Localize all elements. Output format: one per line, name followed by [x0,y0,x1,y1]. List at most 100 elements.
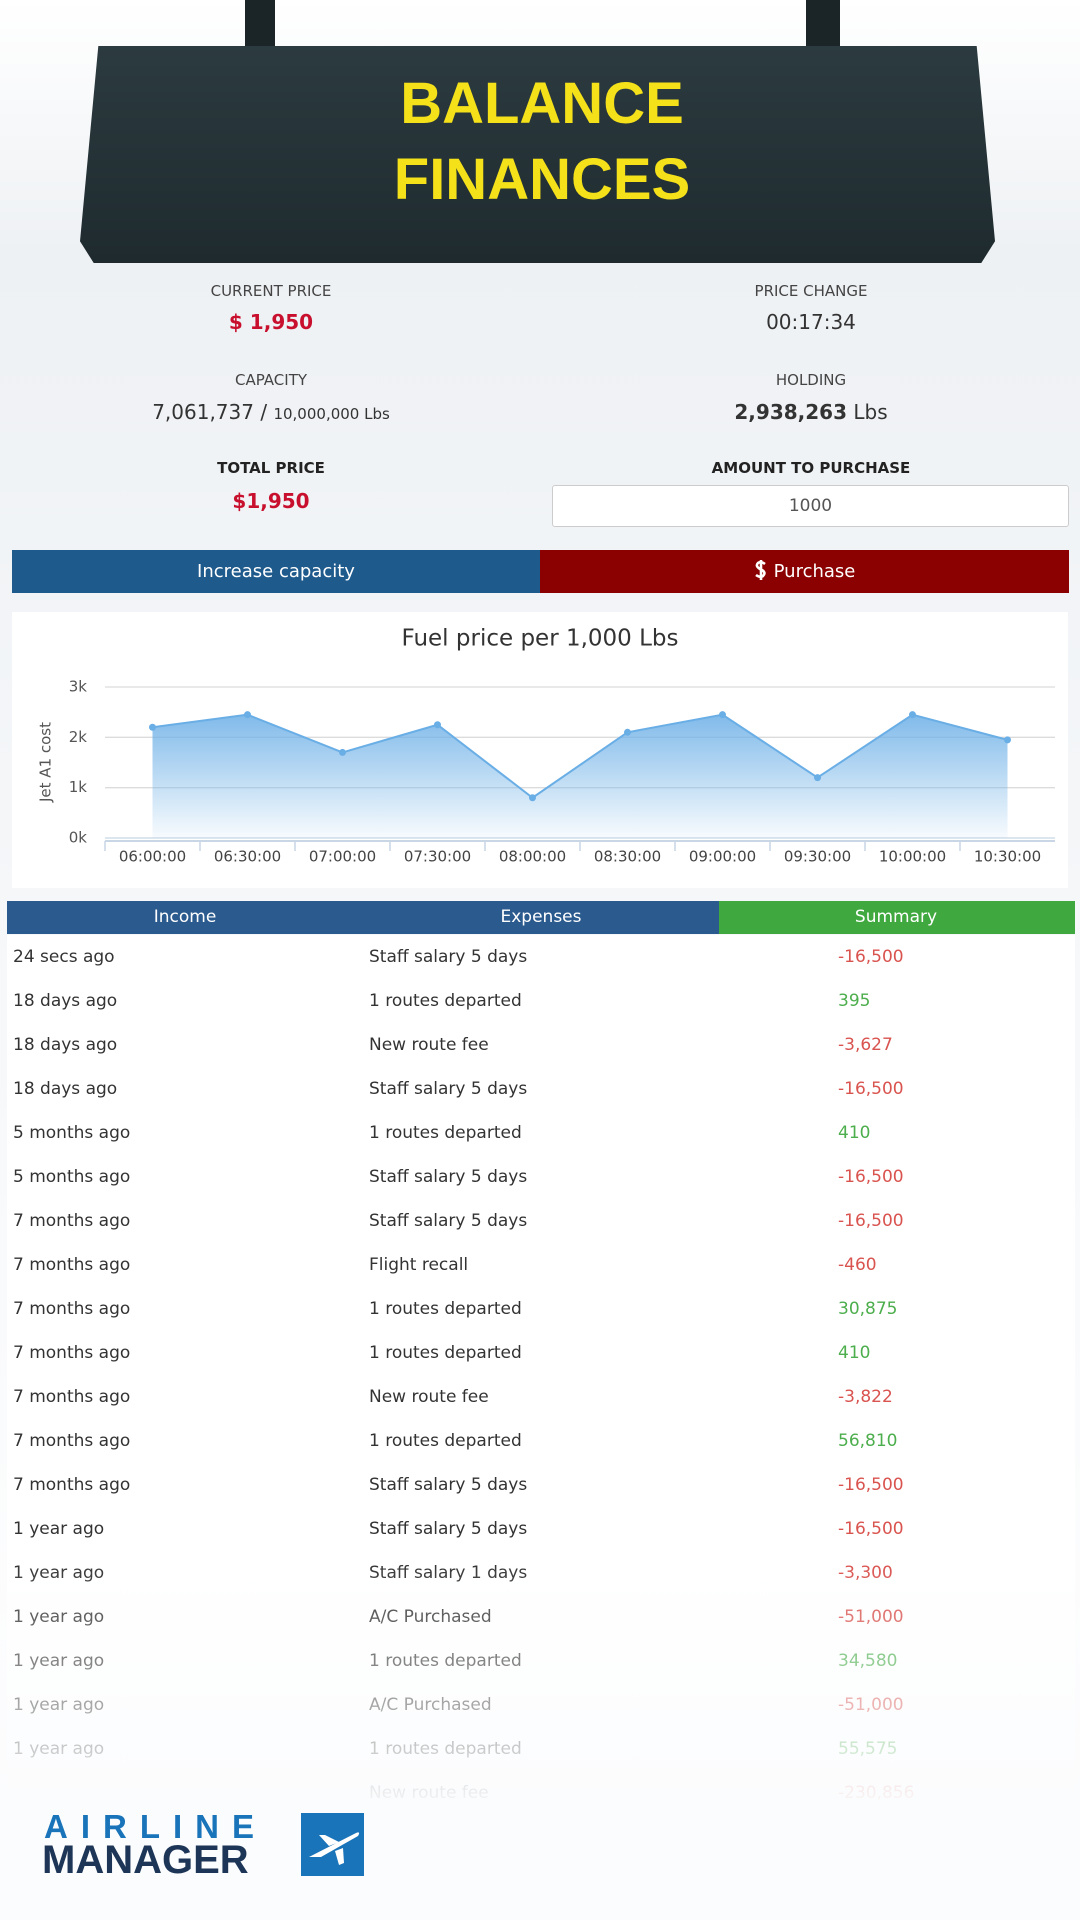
title-line: BALANCE [400,71,684,136]
date: 7 months ago [13,1387,131,1407]
label: CURRENT PRICE [210,282,332,300]
point [149,723,156,731]
description: New route fee [369,1035,489,1055]
amount: 410 [838,1123,871,1143]
table-header [7,901,719,934]
capacity-value: 7,061,737 [152,400,254,424]
description: Staff salary 5 days [369,1167,528,1187]
amount: -3,627 [838,1035,893,1055]
logo-bottom: MANAGER [42,1838,249,1882]
date: 7 months ago [13,1255,131,1275]
x-tick-label: 07:30:00 [404,848,471,866]
label: PRICE CHANGE [754,282,868,300]
point [814,774,821,782]
amount: -460 [838,1255,877,1275]
date: 18 days ago [13,991,118,1011]
line [152,713,1008,799]
point [909,711,916,719]
date: 7 months ago [13,1431,131,1451]
x-tick-label: 08:30:00 [594,848,661,866]
y-tick-label: 1k [69,778,88,796]
date: 7 months ago [13,1211,131,1231]
capacity: 7,061,737 / 10,000,000 Lbs [152,400,390,424]
x-tick-label: 09:00:00 [689,848,756,866]
amount: -16,500 [838,1519,904,1539]
purchase-button[interactable]: Purchase [540,550,1069,593]
amount: -16,500 [838,1167,904,1187]
point [719,711,726,719]
description: Staff salary 5 days [369,1519,528,1539]
label: TOTAL PRICE [217,459,325,477]
description: Staff salary 5 days [369,1475,528,1495]
sign-post [245,0,275,50]
amount: 30,875 [838,1299,898,1319]
y-tick-label: 0k [69,829,88,847]
logo-plane [301,1813,364,1876]
dollar-icon [754,560,766,580]
date: 18 days ago [13,1079,118,1099]
table-row: 7 months ago Flight recall -460 [7,1243,1075,1288]
table-row: 24 secs ago Staff salary 5 days -16,500 [7,935,1075,980]
x-tick-label: 10:00:00 [879,848,946,866]
description: Staff salary 5 days [369,947,528,967]
point [434,721,441,729]
separator: / [260,400,268,424]
description: Staff salary 5 days [369,1079,528,1099]
y-axis-label: Jet A1 cost [37,722,55,803]
table-row: 7 months ago 1 routes departed 56,810 [7,1419,1075,1464]
capacity-max: 10,000,000 Lbs [273,405,390,423]
x-tick-label: 06:00:00 [119,848,186,866]
total-price: $1,950 [232,489,310,513]
column-header: Income [153,907,217,927]
x-tick-label: 10:30:00 [974,848,1041,866]
area [152,714,1008,838]
point [339,748,346,756]
title: BALANCE FINANCES [394,66,690,218]
x-tick-label: 07:00:00 [309,848,376,866]
description: Staff salary 5 days [369,1211,528,1231]
date: 5 months ago [13,1167,131,1187]
holding: 2,938,263 Lbs [734,400,887,424]
table-row: 5 months ago 1 routes departed 410 [7,1111,1075,1156]
amount: 56,810 [838,1431,898,1451]
sign-post [806,0,840,50]
date: 5 months ago [13,1123,131,1143]
amount: -16,500 [838,1211,904,1231]
fade [0,1560,1080,1920]
description: New route fee [369,1387,489,1407]
date: 24 secs ago [13,947,115,967]
table-row: 18 days ago New route fee -3,627 [7,1023,1075,1068]
amount: -16,500 [838,947,904,967]
table-row: 7 months ago Staff salary 5 days -16,500 [7,1463,1075,1508]
description: 1 routes departed [369,1123,522,1143]
date: 7 months ago [13,1299,131,1319]
column-header: Summary [854,907,938,927]
amount: -16,500 [838,1079,904,1099]
y-tick-label: 3k [69,678,88,696]
point [1004,736,1011,744]
amount-input[interactable]: 1000 [552,485,1069,527]
table-row: 1 year ago Staff salary 5 days -16,500 [7,1507,1075,1552]
logo-top: AIRLINE [44,1808,267,1845]
date: 7 months ago [13,1475,131,1495]
column-header: Expenses [500,907,582,927]
table-header [719,901,1075,934]
table-row: 18 days ago 1 routes departed 395 [7,979,1075,1024]
increase-capacity-button[interactable]: Increase capacity [12,550,540,593]
current-price: $ 1,950 [228,310,314,334]
x-tick-label: 06:30:00 [214,848,281,866]
description: 1 routes departed [369,1343,522,1363]
amount: 395 [838,991,871,1011]
date: 7 months ago [13,1343,131,1363]
table-row: 7 months ago 1 routes departed 30,875 [7,1287,1075,1332]
y-tick-label: 2k [69,728,88,746]
point [529,794,536,802]
unit: Lbs [853,400,888,424]
chart-title: Fuel price per 1,000 Lbs [401,626,678,652]
x-tick-label: 09:30:00 [784,848,851,866]
description: 1 routes departed [369,1431,522,1451]
label: HOLDING [775,371,847,389]
holding-value: 2,938,263 [734,400,847,424]
sign-board [80,46,995,263]
description: 1 routes departed [369,991,522,1011]
